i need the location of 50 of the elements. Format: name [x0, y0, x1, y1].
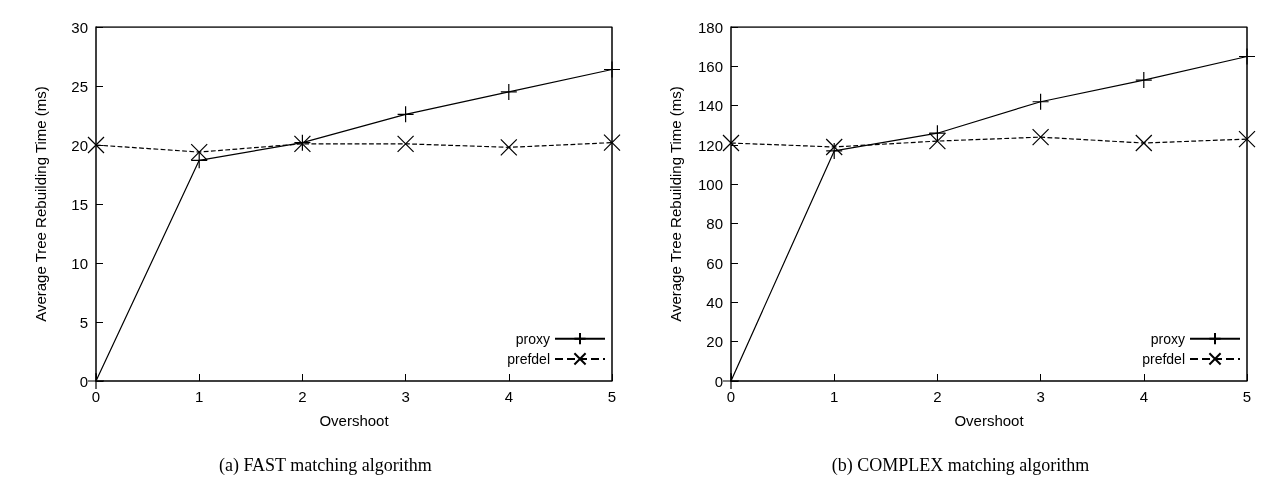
y-tick-label: 10 [71, 254, 88, 272]
point [825, 138, 843, 156]
x-tick-label: 1 [195, 388, 204, 405]
y-tick-label: 20 [706, 333, 723, 351]
x-tick-label: 3 [1036, 388, 1045, 405]
y-tick-label: 20 [71, 136, 88, 154]
y-axis-title: Average Tree Rebuilding Time (ms) [32, 86, 49, 322]
point [603, 134, 621, 152]
y-tick-label: 120 [697, 136, 723, 154]
x-tick-label: 5 [1242, 388, 1252, 405]
x-tick-label: 2 [933, 388, 942, 405]
x-axis-title: Overshoot [319, 412, 390, 429]
x-tick-label: 1 [830, 388, 839, 405]
y-tick-label: 180 [697, 18, 723, 36]
point [87, 136, 105, 154]
point [397, 135, 415, 153]
y-tick-label: 5 [79, 313, 88, 331]
x-tick-label: 0 [726, 388, 736, 405]
legend-label: prefdel [507, 350, 550, 367]
x-tick-label: 4 [504, 388, 513, 405]
y-tick-label: 0 [79, 372, 88, 390]
x-axis-title: Overshoot [954, 412, 1025, 429]
y-tick-label: 100 [697, 175, 723, 193]
y-axis-title: Average Tree Rebuilding Time (ms) [667, 86, 684, 322]
x-tick-label: 5 [607, 388, 617, 405]
point [722, 134, 740, 152]
y-tick-label: 140 [697, 97, 723, 115]
y-tick-label: 0 [714, 372, 723, 390]
y-tick-label: 60 [706, 254, 723, 272]
point [1238, 130, 1256, 148]
x-tick-label: 4 [1139, 388, 1148, 405]
y-tick-label: 30 [71, 18, 88, 36]
y-tick-label: 15 [71, 195, 88, 213]
point [1032, 128, 1050, 146]
legend-label: prefdel [1142, 350, 1185, 367]
point [190, 143, 208, 161]
legend-label: proxy [515, 330, 550, 347]
x-tick-label: 2 [298, 388, 307, 405]
point [1135, 134, 1153, 152]
y-tick-label: 80 [706, 215, 723, 233]
point [500, 138, 518, 156]
text: (a) FAST matching algorithm [218, 455, 432, 476]
x-tick-label: 0 [91, 388, 101, 405]
text: (b) COMPLEX matching algorithm [831, 455, 1090, 476]
y-tick-label: 40 [706, 293, 723, 311]
legend-label: proxy [1150, 330, 1185, 347]
y-tick-label: 25 [71, 77, 88, 95]
y-tick-label: 160 [697, 57, 723, 75]
point [1032, 93, 1050, 111]
x-tick-label: 3 [401, 388, 410, 405]
